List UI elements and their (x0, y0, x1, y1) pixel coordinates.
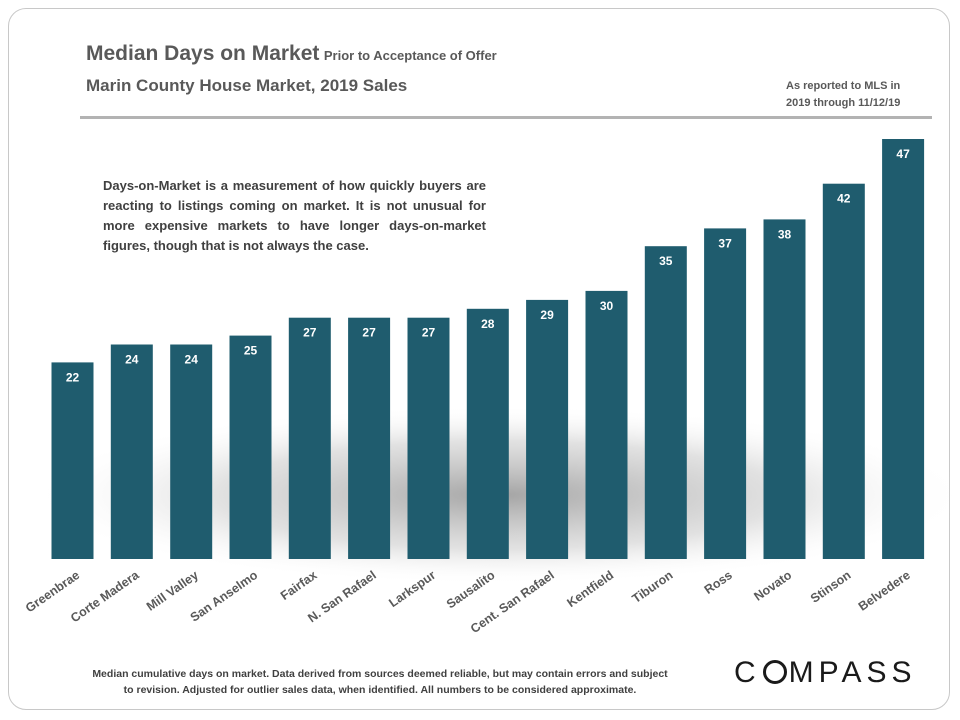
data-label: 30 (600, 299, 614, 313)
bar-cent-san-rafael (526, 299, 569, 559)
bar-tiburon (644, 246, 687, 559)
reported-line-1: As reported to MLS in (786, 80, 901, 92)
footnote-line-1: Median cumulative days on market. Data d… (92, 668, 668, 680)
data-label: 38 (778, 227, 792, 241)
data-label: 42 (837, 192, 851, 206)
data-label: 37 (718, 236, 732, 250)
reported-line-2: 2019 through 11/12/19 (786, 97, 901, 109)
data-label: 47 (896, 147, 910, 161)
bar-stinson (822, 183, 865, 559)
reported-note: As reported to MLS in 2019 through 11/12… (786, 78, 936, 112)
x-tick-label: Belvedere (856, 568, 913, 614)
data-label: 24 (125, 353, 139, 367)
bar-larkspur (407, 317, 450, 559)
compass-logo: C MPASS (734, 656, 916, 690)
bar-sausalito (466, 308, 509, 559)
data-label: 27 (422, 326, 436, 340)
footnote-line-2: to revision. Adjusted for outlier sales … (123, 684, 637, 696)
x-tick-label: Stinson (808, 568, 854, 606)
bar-fairfax (288, 317, 331, 559)
x-tick-label: Greenbrae (23, 568, 82, 615)
bar-ross (704, 228, 747, 559)
chart-subtitle: Marin County House Market, 2019 Sales (86, 76, 408, 95)
chart-title: Median Days on Market Prior to Acceptanc… (86, 42, 497, 66)
x-tick-label: Novato (751, 568, 794, 604)
logo-text-end: MPASS (788, 656, 917, 689)
bar-kentfield (585, 290, 628, 559)
footnote: Median cumulative days on market. Data d… (60, 666, 700, 698)
data-label: 28 (481, 317, 495, 331)
bar-greenbrae (51, 362, 94, 559)
title-main: Median Days on Market (86, 42, 320, 65)
data-label: 27 (303, 326, 317, 340)
logo-text-start: C (734, 656, 761, 689)
bar-mill-valley (170, 344, 213, 559)
bar-belvedere (882, 139, 925, 559)
bar-san-anselmo (229, 335, 272, 559)
bar-n-san-rafael (348, 317, 391, 559)
data-label: 24 (185, 353, 199, 367)
data-label: 27 (362, 326, 376, 340)
data-label: 22 (66, 370, 80, 384)
bar-corte-madera (110, 344, 153, 559)
logo-o-ring (762, 660, 787, 684)
bar-novato (763, 219, 806, 559)
data-label: 25 (244, 344, 258, 358)
data-label: 35 (659, 254, 673, 268)
x-tick-label: Mill Valley (144, 568, 201, 614)
data-label: 29 (540, 308, 554, 322)
title-suffix: Prior to Acceptance of Offer (323, 48, 497, 63)
annotation-box: Days-on-Market is a measurement of how q… (96, 172, 493, 260)
title-divider (80, 116, 932, 119)
